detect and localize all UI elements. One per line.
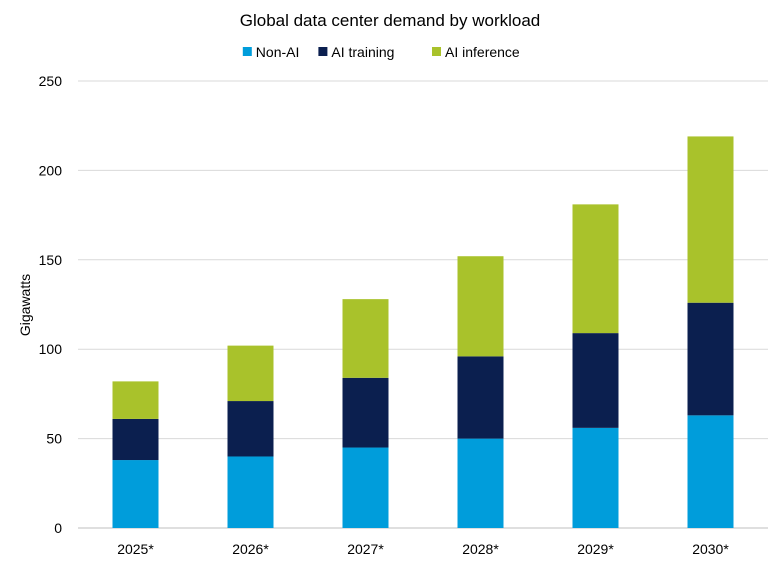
bar-segment	[227, 401, 274, 457]
bar-segment	[572, 204, 619, 334]
bar-segment	[112, 381, 159, 419]
bar-segment	[572, 333, 619, 428]
bar-segment	[687, 415, 734, 528]
y-tick-label: 0	[54, 520, 62, 536]
bar-segment	[227, 456, 274, 528]
chart-title: Global data center demand by workload	[240, 11, 541, 30]
y-tick-label: 250	[39, 73, 63, 89]
bar-segment	[457, 438, 504, 528]
legend-label: Non-AI	[256, 44, 300, 60]
bar-segment	[342, 447, 389, 528]
bar-segment	[112, 460, 159, 528]
bar-segment	[572, 427, 619, 528]
gridlines: 0 50 100 150 200 250	[39, 73, 768, 536]
bar-segment	[687, 136, 734, 303]
bar-segment	[342, 377, 389, 448]
y-tick-label: 200	[39, 162, 63, 178]
legend: Non-AI AI training AI inference	[242, 44, 520, 60]
bar-segment	[457, 356, 504, 439]
y-tick-label: 50	[46, 431, 62, 447]
legend-swatch	[318, 47, 328, 56]
bar-segment	[687, 302, 734, 416]
x-tick-label: 2026*	[232, 541, 269, 557]
x-tick-label: 2025*	[117, 541, 154, 557]
x-tick-label: 2028*	[462, 541, 499, 557]
x-tick-label: 2029*	[577, 541, 614, 557]
x-tick-label: 2027*	[347, 541, 384, 557]
bar-segment	[342, 299, 389, 378]
bars	[112, 136, 734, 528]
y-tick-label: 150	[39, 252, 63, 268]
bar-segment	[457, 256, 504, 357]
bar-segment	[112, 418, 159, 461]
legend-label: AI training	[331, 44, 394, 60]
y-tick-label: 100	[39, 341, 63, 357]
legend-swatch	[432, 47, 441, 56]
bar-segment	[227, 345, 274, 402]
x-tick-label: 2030*	[692, 541, 729, 557]
y-axis-label: Gigawatts	[17, 274, 33, 336]
x-axis-ticks: 2025* 2026* 2027* 2028* 2029* 2030*	[117, 541, 729, 557]
legend-label: AI inference	[445, 44, 520, 60]
legend-swatch	[242, 47, 252, 56]
